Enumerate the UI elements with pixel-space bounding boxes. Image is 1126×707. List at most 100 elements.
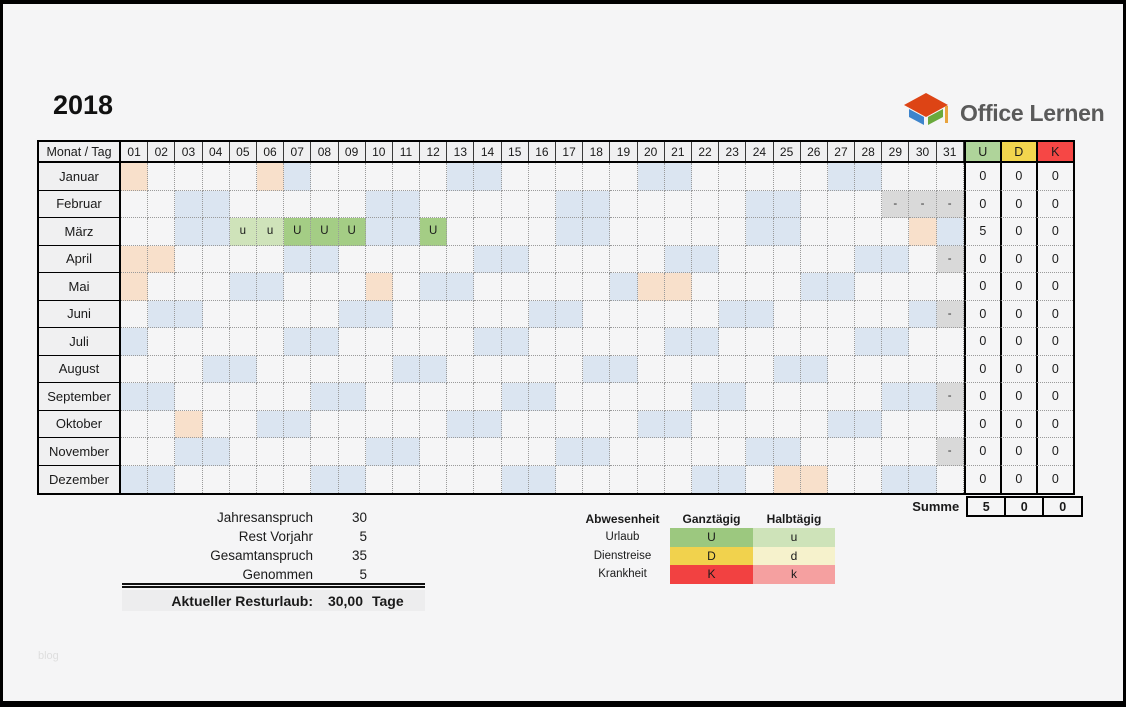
day-cell[interactable]: [474, 300, 502, 328]
day-cell[interactable]: [311, 383, 339, 411]
day-cell[interactable]: [392, 273, 421, 301]
day-cell[interactable]: [664, 218, 692, 246]
day-cell[interactable]: [501, 273, 529, 301]
day-cell[interactable]: [528, 245, 556, 273]
day-cell[interactable]: [230, 465, 257, 493]
day-cell[interactable]: [691, 190, 720, 218]
day-cell[interactable]: [691, 355, 720, 383]
day-cell[interactable]: [882, 438, 910, 466]
day-cell[interactable]: [800, 273, 828, 301]
day-cell[interactable]: [284, 383, 312, 411]
day-cell[interactable]: [909, 328, 937, 356]
day-cell[interactable]: [474, 328, 502, 356]
day-cell[interactable]: [392, 163, 421, 191]
day-cell[interactable]: [121, 355, 149, 383]
day-cell[interactable]: [311, 355, 339, 383]
day-cell[interactable]: [528, 355, 556, 383]
day-cell[interactable]: [257, 465, 285, 493]
day-cell[interactable]: [148, 438, 176, 466]
day-cell[interactable]: [311, 273, 339, 301]
day-cell[interactable]: [827, 300, 856, 328]
day-cell[interactable]: [936, 218, 964, 246]
day-cell[interactable]: [311, 190, 339, 218]
day-cell[interactable]: [827, 410, 856, 438]
day-cell[interactable]: [338, 328, 366, 356]
day-cell[interactable]: [746, 190, 774, 218]
day-cell[interactable]: [556, 465, 584, 493]
day-cell[interactable]: [691, 273, 720, 301]
day-cell[interactable]: [365, 328, 393, 356]
day-cell[interactable]: [882, 245, 910, 273]
day-cell[interactable]: [936, 163, 964, 191]
day-cell[interactable]: [855, 163, 883, 191]
day-cell[interactable]: [365, 163, 393, 191]
day-cell[interactable]: [284, 273, 312, 301]
day-cell[interactable]: [528, 300, 556, 328]
day-cell[interactable]: [855, 300, 883, 328]
day-cell[interactable]: -: [882, 190, 910, 218]
day-cell[interactable]: [583, 410, 611, 438]
day-cell[interactable]: [392, 355, 421, 383]
day-cell[interactable]: [447, 218, 475, 246]
day-cell[interactable]: [800, 245, 828, 273]
day-cell[interactable]: [773, 410, 801, 438]
day-cell[interactable]: [256, 300, 285, 328]
day-cell[interactable]: [338, 163, 366, 191]
day-cell[interactable]: [691, 410, 720, 438]
day-cell[interactable]: [638, 465, 665, 493]
day-cell[interactable]: [909, 245, 937, 273]
day-cell[interactable]: [637, 355, 665, 383]
day-cell[interactable]: [691, 438, 720, 466]
day-cell[interactable]: [528, 328, 556, 356]
day-cell[interactable]: [610, 190, 638, 218]
day-cell[interactable]: [610, 273, 638, 301]
day-cell[interactable]: [284, 410, 312, 438]
day-cell[interactable]: [691, 163, 720, 191]
day-cell[interactable]: [474, 273, 502, 301]
day-cell[interactable]: [719, 163, 747, 191]
day-cell[interactable]: [121, 273, 149, 301]
day-cell[interactable]: [800, 410, 828, 438]
day-cell[interactable]: [420, 355, 448, 383]
day-cell[interactable]: [882, 218, 910, 246]
day-cell[interactable]: [855, 245, 883, 273]
day-cell[interactable]: [909, 383, 937, 411]
day-cell[interactable]: [583, 300, 611, 328]
day-cell[interactable]: [583, 190, 611, 218]
day-cell[interactable]: [909, 465, 937, 493]
day-cell[interactable]: [202, 163, 230, 191]
day-cell[interactable]: [719, 465, 747, 493]
day-cell[interactable]: [365, 190, 393, 218]
day-cell[interactable]: [447, 163, 475, 191]
day-cell[interactable]: [392, 218, 421, 246]
day-cell[interactable]: [447, 300, 475, 328]
day-cell[interactable]: [447, 355, 475, 383]
day-cell[interactable]: [746, 355, 774, 383]
day-cell[interactable]: [148, 190, 176, 218]
day-cell[interactable]: [746, 245, 774, 273]
day-cell[interactable]: [447, 465, 475, 493]
day-cell[interactable]: [501, 410, 529, 438]
day-cell[interactable]: [229, 300, 257, 328]
day-cell[interactable]: [420, 245, 448, 273]
day-cell[interactable]: [719, 410, 747, 438]
day-cell[interactable]: [392, 245, 421, 273]
day-cell[interactable]: [284, 190, 312, 218]
day-cell[interactable]: [937, 465, 964, 493]
day-cell[interactable]: [637, 273, 665, 301]
day-cell[interactable]: [882, 300, 910, 328]
day-cell[interactable]: [664, 328, 692, 356]
day-cell[interactable]: [664, 355, 692, 383]
day-cell[interactable]: [664, 163, 692, 191]
day-cell[interactable]: [664, 410, 692, 438]
day-cell[interactable]: [610, 300, 638, 328]
day-cell[interactable]: [556, 355, 584, 383]
day-cell[interactable]: [719, 190, 747, 218]
day-cell[interactable]: [175, 328, 203, 356]
day-cell[interactable]: [148, 273, 176, 301]
day-cell[interactable]: U: [338, 218, 366, 246]
day-cell[interactable]: [501, 245, 529, 273]
day-cell[interactable]: [501, 465, 529, 493]
day-cell[interactable]: [121, 410, 149, 438]
day-cell[interactable]: [691, 383, 720, 411]
